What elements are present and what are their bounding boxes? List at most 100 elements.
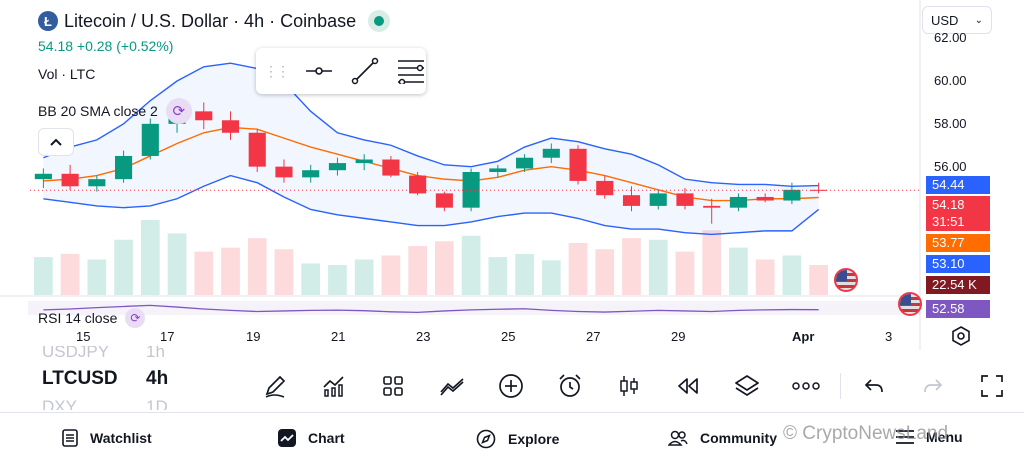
candle-body xyxy=(676,193,694,206)
date-label: 17 xyxy=(160,329,175,344)
us-flag-event-icon[interactable] xyxy=(834,268,858,292)
volume-bar xyxy=(167,233,187,295)
rewind-icon xyxy=(678,378,698,394)
price-chart[interactable] xyxy=(0,0,1024,350)
candle-body xyxy=(622,195,641,206)
drawing-tools-button[interactable] xyxy=(250,366,300,406)
volume-bar xyxy=(114,239,133,295)
replay-button[interactable] xyxy=(663,366,713,406)
volume-bar xyxy=(675,251,695,295)
volume-bar xyxy=(435,241,454,295)
chart-area[interactable] xyxy=(0,0,1024,350)
compare-button[interactable] xyxy=(427,366,477,406)
rsi-tag: 52.58 xyxy=(926,300,990,318)
undo-button[interactable] xyxy=(849,366,899,406)
alert-button[interactable] xyxy=(545,366,595,406)
candle-body xyxy=(221,120,240,133)
candle-body xyxy=(489,168,507,172)
volume-bar xyxy=(568,242,588,295)
chart-type-button[interactable] xyxy=(604,366,654,406)
fib-retracement-tool[interactable] xyxy=(396,54,426,88)
bottom-navigation: Watchlist Chart Explore Community Menu xyxy=(0,412,1024,461)
candle-body xyxy=(542,148,560,158)
symbol-interval: 1D xyxy=(146,397,168,410)
chart-settings-button[interactable] xyxy=(950,325,972,352)
date-label: 19 xyxy=(246,329,261,344)
volume-bar xyxy=(755,259,775,295)
us-flag-event-icon[interactable] xyxy=(898,292,922,316)
volume-bar xyxy=(247,238,267,295)
drag-handle-icon[interactable]: ⋮⋮ xyxy=(264,62,290,79)
chart-title: Litecoin / U.S. Dollar · 4h · Coinbase xyxy=(64,10,357,31)
date-label: 3 xyxy=(885,329,893,344)
volume-bar xyxy=(87,259,107,295)
volume-bar xyxy=(274,249,294,295)
symbol-legend[interactable]: Ł Litecoin / U.S. Dollar · 4h · Coinbase xyxy=(38,10,391,32)
candle-body xyxy=(435,193,453,208)
add-button[interactable] xyxy=(486,366,536,406)
date-label: 27 xyxy=(586,329,601,344)
volume-bar xyxy=(702,230,722,295)
plus-circle-icon xyxy=(499,374,523,398)
nav-community[interactable]: Community xyxy=(668,429,777,447)
fib-lines-icon xyxy=(398,60,424,84)
collapse-legend-button[interactable] xyxy=(38,128,74,156)
price-axis-label: 56.00 xyxy=(934,159,967,174)
more-button[interactable] xyxy=(781,366,831,406)
nav-chart[interactable]: Chart xyxy=(278,429,345,447)
fullscreen-icon xyxy=(981,375,1003,397)
redo-button[interactable] xyxy=(908,366,958,406)
candle-body xyxy=(382,159,400,176)
candle-body xyxy=(61,173,79,187)
candle-body xyxy=(88,179,106,187)
volume-bar xyxy=(381,255,401,295)
compass-icon xyxy=(476,429,496,449)
rsi-legend[interactable]: RSI 14 close ⟳ xyxy=(38,308,146,328)
price-axis-label: 58.00 xyxy=(934,116,967,131)
symbol-name: USDJPY xyxy=(42,346,110,361)
currency-value: USD xyxy=(931,12,959,28)
bollinger-label: BB 20 SMA close 2 xyxy=(38,103,158,119)
layouts-button[interactable] xyxy=(368,366,418,406)
bb-basis-tag: 53.77 xyxy=(926,234,990,252)
symbol-picker[interactable]: USDJPY 1h LTCUSD 4h DXY 1D xyxy=(42,346,168,410)
nav-menu[interactable]: Menu xyxy=(896,429,963,445)
volume-bar xyxy=(301,263,321,295)
candle-body xyxy=(195,111,213,121)
indicators-button[interactable] xyxy=(309,366,359,406)
nav-watchlist[interactable]: Watchlist xyxy=(62,429,152,447)
toolbar-divider xyxy=(840,373,841,399)
symbol-row[interactable]: USDJPY 1h xyxy=(42,346,168,364)
volume-legend[interactable]: Vol · LTC xyxy=(38,66,96,82)
currency-select[interactable]: USD ⌄ xyxy=(922,6,992,34)
symbol-row[interactable]: DXY 1D xyxy=(42,394,168,410)
symbol-row-selected[interactable]: LTCUSD 4h xyxy=(42,366,168,392)
candle-body xyxy=(596,180,614,196)
candle-body xyxy=(115,155,133,180)
drawing-toolbar[interactable]: ⋮⋮ xyxy=(256,48,426,94)
bollinger-legend[interactable]: BB 20 SMA close 2 ⟳ xyxy=(38,98,192,124)
fullscreen-button[interactable] xyxy=(967,366,1017,406)
trend-line-tool[interactable] xyxy=(350,54,380,88)
price-axis-label: 62.00 xyxy=(934,30,967,45)
date-label: 29 xyxy=(671,329,686,344)
rsi-line xyxy=(43,304,819,314)
nav-community-label: Community xyxy=(700,430,777,446)
volume-bar xyxy=(354,259,374,295)
horizontal-line-tool[interactable] xyxy=(304,54,334,88)
objects-button[interactable] xyxy=(722,366,772,406)
date-label: 21 xyxy=(331,329,346,344)
volume-tag: 22.54 K xyxy=(926,276,990,294)
volume-bar xyxy=(488,257,508,295)
volume-bar xyxy=(648,239,668,295)
chart-toolbar[interactable] xyxy=(250,366,1024,406)
loading-icon: ⟳ xyxy=(125,308,146,328)
volume-bar xyxy=(328,265,347,295)
last-price-tag: 54.18 xyxy=(926,196,990,214)
market-open-icon xyxy=(368,10,391,32)
candle-body xyxy=(328,163,346,171)
nav-explore[interactable]: Explore xyxy=(476,429,559,449)
bollinger-upper-line xyxy=(43,62,819,187)
bar-countdown-tag: 31:51 xyxy=(926,213,990,231)
bollinger-lower-line xyxy=(43,174,820,236)
